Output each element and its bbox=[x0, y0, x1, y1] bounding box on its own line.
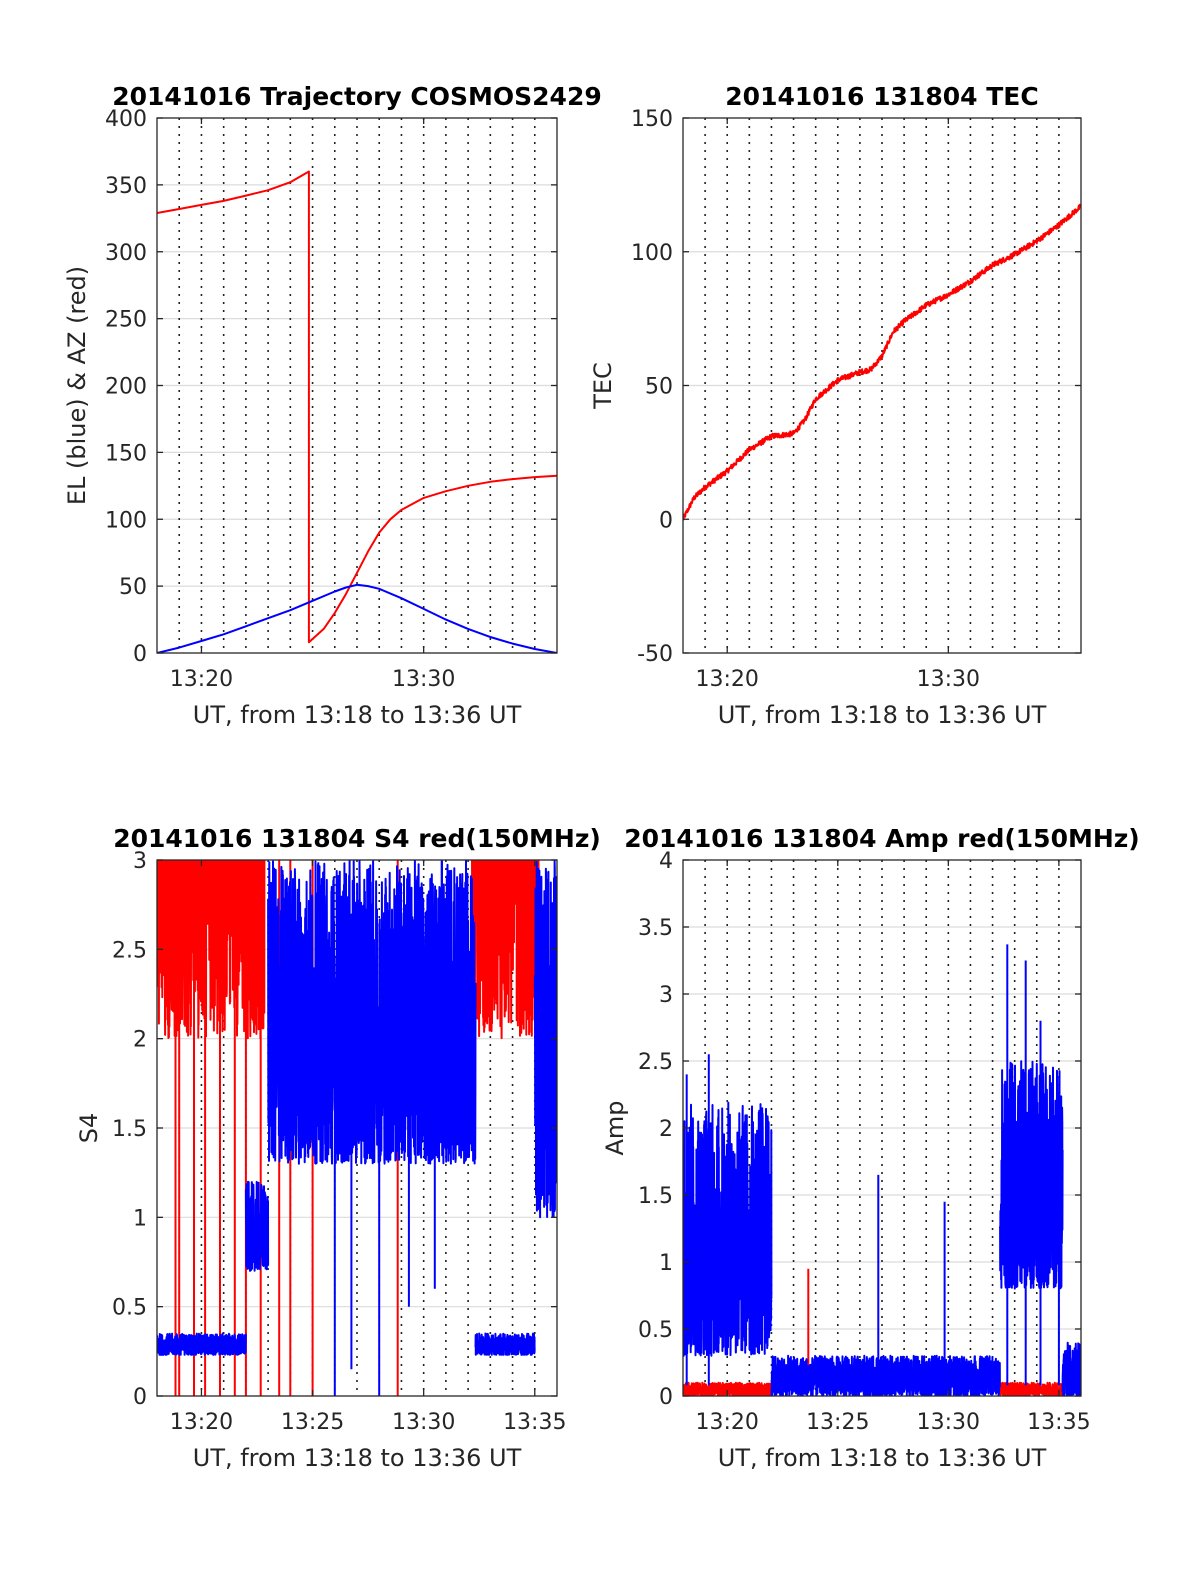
y-tick-label: 3 bbox=[659, 983, 673, 1008]
x-tick-label: 13:20 bbox=[696, 1410, 759, 1435]
y-tick-label: 0 bbox=[133, 642, 147, 667]
y-tick-label: 1 bbox=[659, 1251, 673, 1276]
series-red bbox=[683, 203, 1081, 521]
x-tick-label: 13:35 bbox=[1027, 1410, 1090, 1435]
y-tick-label: 0.5 bbox=[112, 1296, 147, 1321]
y-tick-label: 50 bbox=[645, 375, 673, 400]
y-tick-label: 2.5 bbox=[112, 938, 147, 963]
x-tick-label: 13:20 bbox=[696, 667, 759, 692]
y-tick-label: 0 bbox=[133, 1385, 147, 1410]
y-tick-label: 100 bbox=[105, 508, 147, 533]
y-axis-label: Amp bbox=[601, 1100, 629, 1155]
chart-title: 20141016 131804 TEC bbox=[725, 82, 1038, 111]
x-tick-label: 13:30 bbox=[917, 667, 980, 692]
y-tick-label: 1 bbox=[133, 1206, 147, 1231]
x-tick-label: 13:30 bbox=[392, 1410, 455, 1435]
panel-trajectory: 0 50 100 150 200 250 300 350 400 13:20 13:30 201410… bbox=[63, 82, 602, 729]
chart-title: 20141016 131804 Amp red(150MHz) bbox=[624, 824, 1140, 853]
x-tick-label: 13:25 bbox=[806, 1410, 869, 1435]
x-tick-label: 13:25 bbox=[281, 1410, 344, 1435]
y-tick-label: 3 bbox=[133, 849, 147, 874]
plot-area bbox=[157, 170, 557, 653]
y-tick-label: 3.5 bbox=[638, 916, 673, 941]
y-tick-label: 200 bbox=[105, 375, 147, 400]
x-axis-label: UT, from 13:18 to 13:36 UT bbox=[718, 1444, 1047, 1472]
plot-area bbox=[157, 860, 557, 1396]
panel-tec: -50 0 50 100 150 13:20 13:30 20141016 131804 TE… bbox=[589, 82, 1082, 729]
chart-title: 20141016 131804 S4 red(150MHz) bbox=[113, 824, 601, 853]
x-axis-label: UT, from 13:18 to 13:36 UT bbox=[193, 1444, 522, 1472]
y-axis-label: S4 bbox=[75, 1113, 103, 1144]
x-tick-label: 13:20 bbox=[170, 1410, 233, 1435]
y-tick-label: 1.5 bbox=[638, 1184, 673, 1209]
y-tick-label: 0.5 bbox=[638, 1318, 673, 1343]
y-tick-label: 2 bbox=[659, 1117, 673, 1142]
x-axis-label: UT, from 13:18 to 13:36 UT bbox=[193, 701, 522, 729]
series-red bbox=[157, 170, 557, 644]
x-axis-label: UT, from 13:18 to 13:36 UT bbox=[718, 701, 1047, 729]
y-tick-label: 400 bbox=[105, 107, 147, 132]
x-tick-label: 13:30 bbox=[392, 667, 455, 692]
plot-area bbox=[683, 944, 1081, 1396]
series-blue bbox=[157, 860, 557, 1396]
series-blue bbox=[157, 583, 557, 653]
y-tick-label: 0 bbox=[659, 508, 673, 533]
y-tick-label: 2.5 bbox=[638, 1050, 673, 1075]
x-tick-label: 13:20 bbox=[170, 667, 233, 692]
x-tick-label: 13:30 bbox=[917, 1410, 980, 1435]
y-axis-label: TEC bbox=[589, 362, 617, 410]
y-tick-label: 50 bbox=[119, 575, 147, 600]
y-tick-label: 100 bbox=[631, 241, 673, 266]
y-tick-label: 4 bbox=[659, 849, 673, 874]
y-tick-label: 300 bbox=[105, 241, 147, 266]
y-tick-label: 150 bbox=[105, 441, 147, 466]
panel-amp: 0 0.5 1 1.5 2 2.5 3 3.5 4 13:20 13:25 13:30 13:35 201… bbox=[601, 824, 1140, 1472]
y-tick-label: 1.5 bbox=[112, 1117, 147, 1142]
y-tick-label: 0 bbox=[659, 1385, 673, 1410]
y-tick-label: 350 bbox=[105, 174, 147, 199]
chart-title: 20141016 Trajectory COSMOS2429 bbox=[112, 82, 602, 111]
series-blue bbox=[683, 944, 1081, 1396]
y-tick-label: 150 bbox=[631, 107, 673, 132]
y-tick-label: 2 bbox=[133, 1028, 147, 1053]
panel-s4: 0 0.5 1 1.5 2 2.5 3 13:20 13:25 13:30 13:35 2014101… bbox=[75, 824, 601, 1472]
plot-area bbox=[683, 203, 1081, 521]
x-tick-label: 13:35 bbox=[503, 1410, 566, 1435]
y-tick-label: 250 bbox=[105, 308, 147, 333]
y-tick-label: -50 bbox=[637, 642, 673, 667]
y-axis-label: EL (blue) & AZ (red) bbox=[63, 266, 91, 505]
